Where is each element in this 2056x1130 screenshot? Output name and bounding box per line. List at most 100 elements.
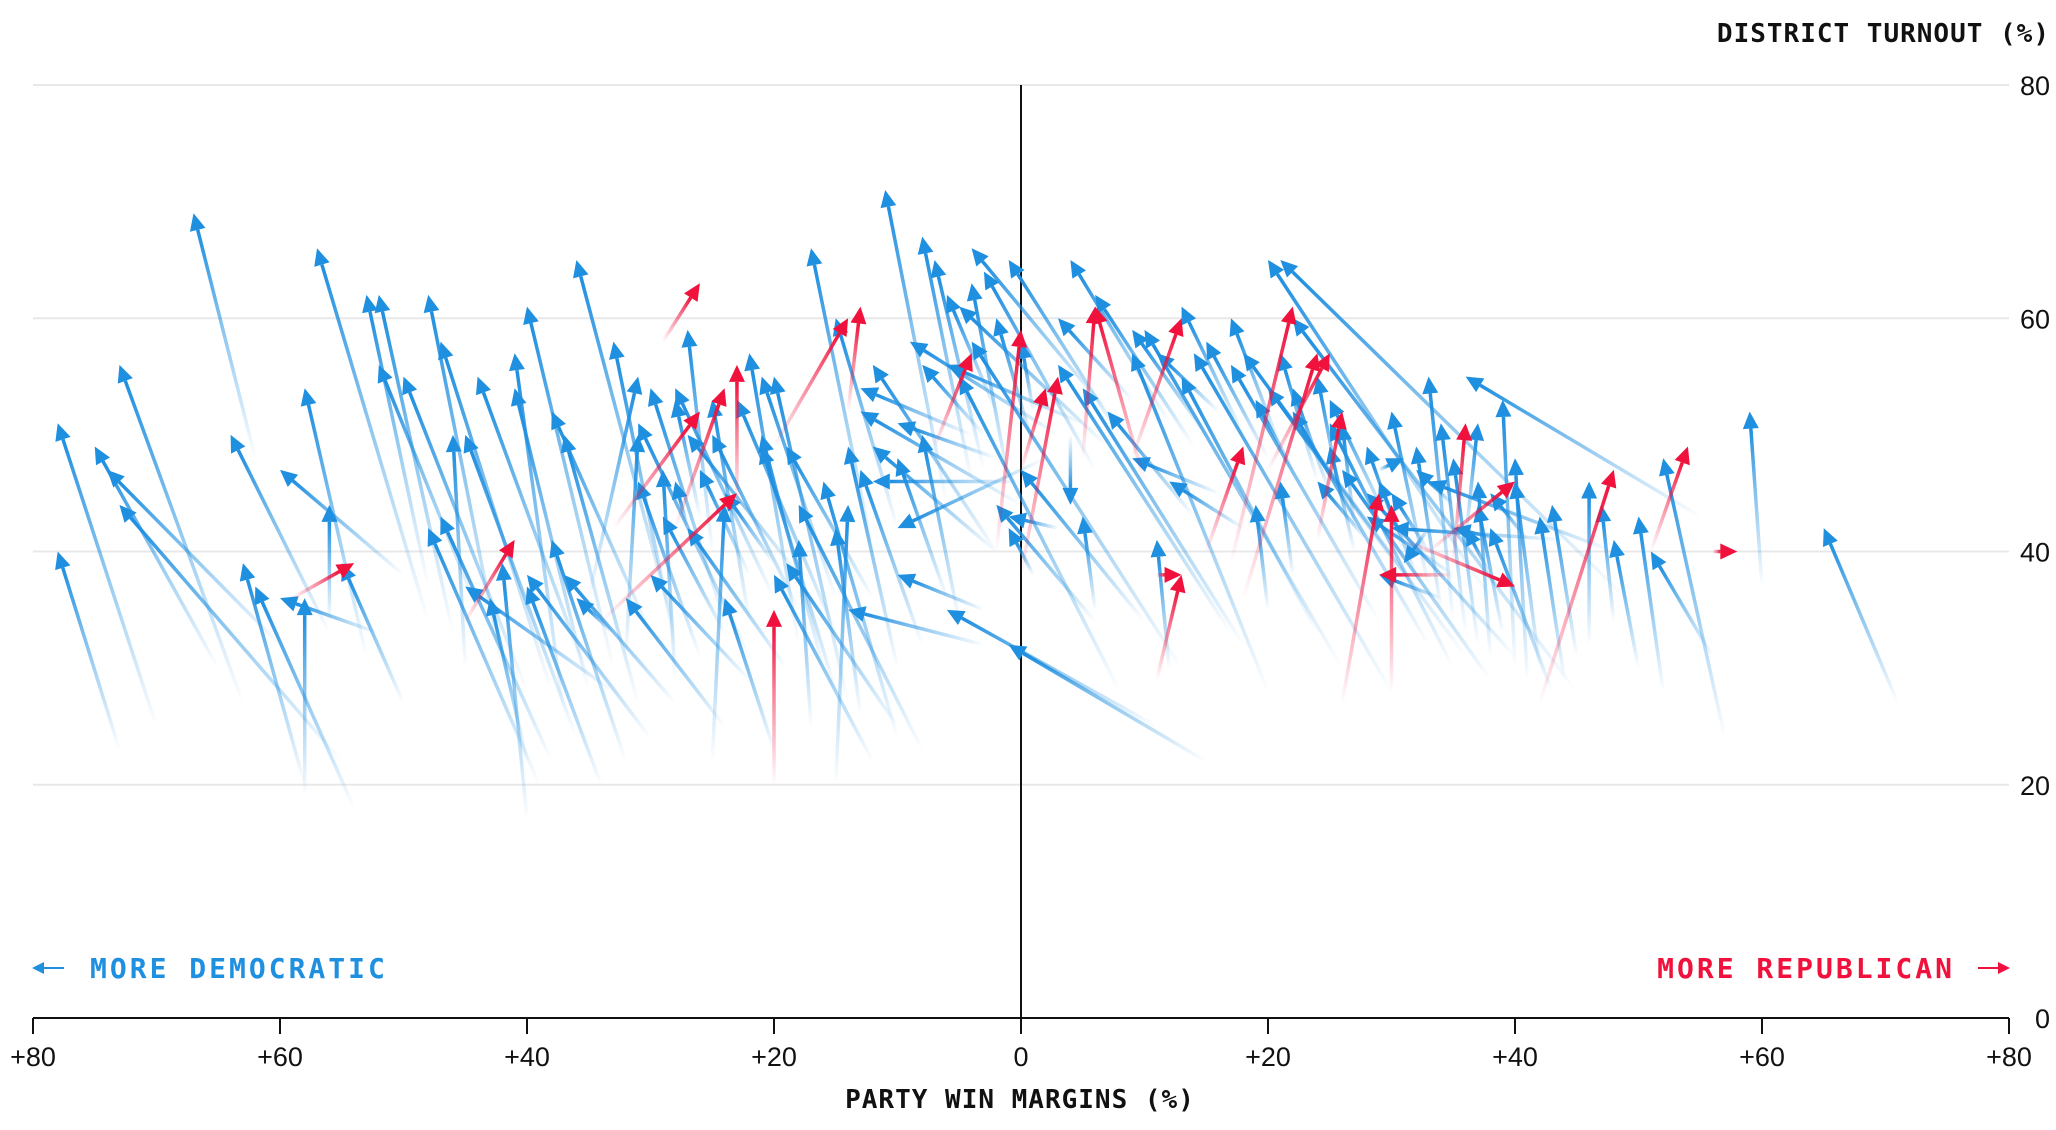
arrowhead — [872, 446, 891, 464]
arrow-shaft — [291, 570, 341, 600]
arrow-shaft — [408, 391, 529, 693]
arrow-shaft — [61, 438, 159, 727]
arrow-0-79 — [759, 376, 838, 599]
arrow-1-10 — [932, 353, 973, 448]
arrow-shaft — [1538, 485, 1611, 704]
arrowhead — [465, 586, 484, 603]
arrow-shaft — [1501, 416, 1517, 669]
arrow-1-5 — [612, 411, 700, 530]
arrow-shaft — [531, 601, 603, 786]
arrow-shaft — [1665, 474, 1727, 739]
arrow-0-3 — [94, 446, 220, 669]
arrowhead — [650, 574, 668, 593]
arrow-shaft — [380, 311, 455, 634]
arrow-shaft — [653, 403, 727, 623]
arrow-shaft — [874, 418, 1022, 507]
arrow-0-6 — [239, 563, 307, 786]
arrow-shaft — [673, 403, 721, 529]
arrow-shaft — [1151, 343, 1344, 670]
arrowhead — [576, 598, 595, 616]
arrow-1-25 — [1379, 566, 1454, 583]
arrow-shaft — [320, 264, 430, 622]
arrowhead — [1342, 469, 1359, 489]
arrow-0-90 — [922, 364, 986, 437]
arrow-shaft — [469, 450, 579, 739]
arrow-shaft — [728, 613, 776, 751]
arrow-0-145 — [1144, 329, 1344, 670]
arrow-1-7 — [766, 609, 782, 785]
arrowhead — [786, 446, 802, 466]
arrow-shaft — [705, 484, 751, 576]
arrow-0-67 — [525, 586, 603, 786]
arrowhead — [930, 259, 947, 279]
arrow-shaft — [912, 427, 997, 460]
arrowhead — [499, 539, 515, 559]
arrowhead — [1581, 481, 1598, 499]
arrow-shaft — [1235, 333, 1282, 448]
arrowhead — [966, 283, 983, 302]
arrow-0-0 — [55, 551, 122, 751]
arrow-0-86 — [966, 283, 1011, 482]
x-axis: +80 +60 +40 +20 0 +20 +40 +60 +80 — [10, 1017, 2032, 1072]
arrowhead — [806, 248, 823, 267]
arrow-0-144 — [1193, 353, 1394, 693]
arrow-shaft — [529, 322, 616, 669]
arrow-0-57 — [895, 458, 949, 599]
arrowhead — [711, 388, 727, 407]
arrow-shaft — [661, 296, 693, 343]
arrow-shaft — [1102, 308, 1196, 448]
arrow-shaft — [1553, 521, 1579, 657]
arrow-shaft — [793, 460, 875, 600]
arrowhead — [769, 376, 786, 395]
arrow-shaft — [1241, 369, 1315, 599]
arrow-shaft — [804, 519, 924, 751]
arrowhead — [1047, 376, 1063, 395]
arrowhead — [880, 189, 897, 209]
arrow-shaft — [912, 579, 985, 612]
arrow-shaft — [741, 414, 838, 634]
arrow-1-19 — [1266, 353, 1330, 471]
arrow-shaft — [129, 516, 344, 763]
arrow-0-179 — [1249, 504, 1270, 611]
arrow-shaft — [101, 460, 220, 669]
arrowhead — [230, 434, 246, 454]
arrow-0-43 — [671, 481, 690, 529]
arrow-0-7 — [254, 586, 356, 809]
arrowhead — [1456, 423, 1473, 441]
arrow-shaft — [973, 299, 1011, 482]
arrowhead — [636, 481, 652, 501]
arrowhead — [1465, 376, 1485, 393]
arrow-shaft — [1147, 462, 1220, 495]
arrow-1-9 — [846, 306, 867, 412]
arrowhead — [445, 434, 462, 453]
arrowhead — [957, 353, 973, 372]
arrow-shaft — [1443, 485, 1615, 554]
arrow-shaft — [1494, 543, 1554, 693]
arrowhead — [1377, 481, 1393, 501]
arrowhead — [239, 563, 256, 582]
arrow-0-182 — [1107, 411, 1196, 518]
arrow-0-83 — [880, 189, 949, 506]
arrowhead — [983, 271, 1000, 291]
arrow-shaft — [555, 555, 628, 762]
arrowhead — [675, 388, 690, 408]
arrowhead — [1150, 539, 1167, 558]
arrowhead — [475, 376, 491, 396]
arrow-shaft — [368, 311, 430, 587]
arrowhead — [1095, 294, 1112, 314]
arrow-shaft — [61, 567, 122, 751]
x-tick-label-6: +40 — [1492, 1042, 1538, 1072]
arrow-0-63 — [897, 456, 1047, 529]
arrowhead — [527, 574, 544, 594]
more-republican-annotation: MORE REPUBLICAN — [1657, 952, 2010, 985]
more-republican-label: MORE REPUBLICAN — [1657, 952, 1955, 985]
arrow-shaft — [772, 332, 842, 448]
arrowhead — [280, 469, 299, 487]
arrow-0-161 — [1230, 364, 1381, 623]
arrowhead — [662, 516, 678, 536]
arrowhead — [1507, 458, 1524, 476]
arrowhead — [832, 318, 849, 337]
arrow-1-12 — [1019, 388, 1049, 471]
arrow-0-20 — [402, 376, 529, 693]
arrowhead — [510, 388, 527, 407]
